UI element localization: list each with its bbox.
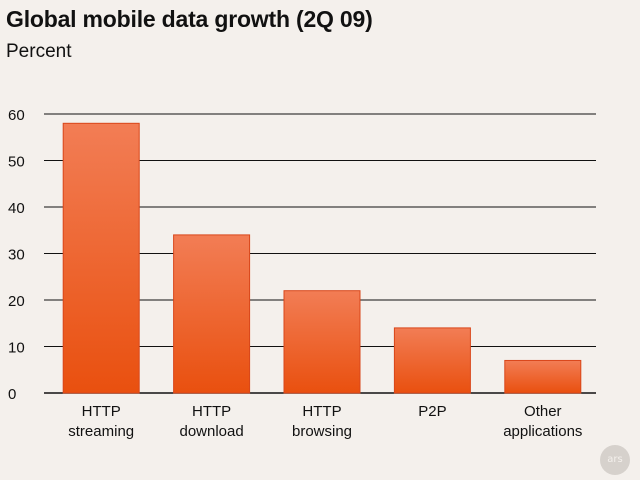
- x-tick-label: HTTP streaming: [68, 403, 134, 440]
- y-tick-label: 0: [8, 386, 16, 403]
- bars: [62, 122, 582, 394]
- y-tick-label: 10: [8, 340, 25, 357]
- bar: [62, 122, 140, 394]
- y-tick-label: 40: [8, 200, 25, 217]
- y-tick-label: 30: [8, 247, 25, 264]
- chart-title: Global mobile data growth (2Q 09): [6, 6, 373, 32]
- y-tick-label: 50: [8, 154, 25, 171]
- y-tick-label: 20: [8, 293, 25, 310]
- x-tick-label: HTTP browsing: [292, 403, 352, 440]
- y-tick-labels: 0 10 20 30 40 50 60: [8, 107, 25, 403]
- y-tick-label: 60: [8, 107, 25, 124]
- bar: [504, 359, 582, 394]
- bar: [283, 290, 361, 394]
- x-tick-label: HTTP download: [179, 403, 243, 440]
- x-tick-labels: HTTP streaming HTTP download HTTP browsing P2P…: [68, 403, 582, 440]
- bar: [393, 327, 471, 394]
- chart-subtitle: Percent: [6, 41, 72, 62]
- x-tick-label: Other applications: [503, 403, 582, 440]
- x-tick-label: P2P: [418, 403, 446, 420]
- ars-logo: ars: [600, 445, 630, 475]
- bar: [173, 234, 251, 394]
